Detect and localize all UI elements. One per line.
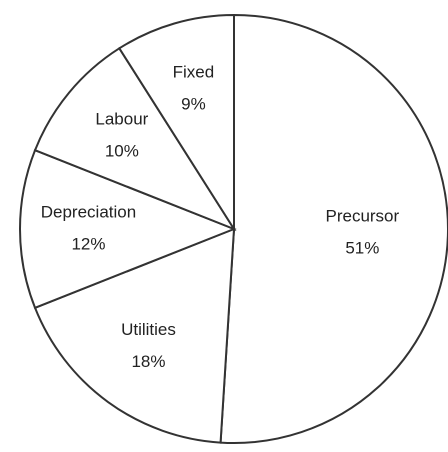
slice-label: Precursor	[325, 207, 399, 226]
slice-percent: 12%	[71, 234, 105, 253]
slice-percent: 9%	[181, 95, 206, 114]
pie-slice	[117, 13, 235, 233]
slice-percent: 10%	[105, 142, 139, 161]
pie-slice	[19, 148, 237, 310]
slice-label: Labour	[95, 110, 148, 129]
pie-slice	[33, 227, 236, 444]
pie-slice	[33, 46, 237, 232]
slice-label: Depreciation	[41, 202, 136, 221]
slice-label: Fixed	[173, 63, 215, 82]
slice-percent: 18%	[131, 352, 165, 371]
slice-percent: 51%	[345, 239, 379, 258]
pie-slice	[219, 13, 448, 444]
slice-label: Utilities	[121, 320, 176, 339]
